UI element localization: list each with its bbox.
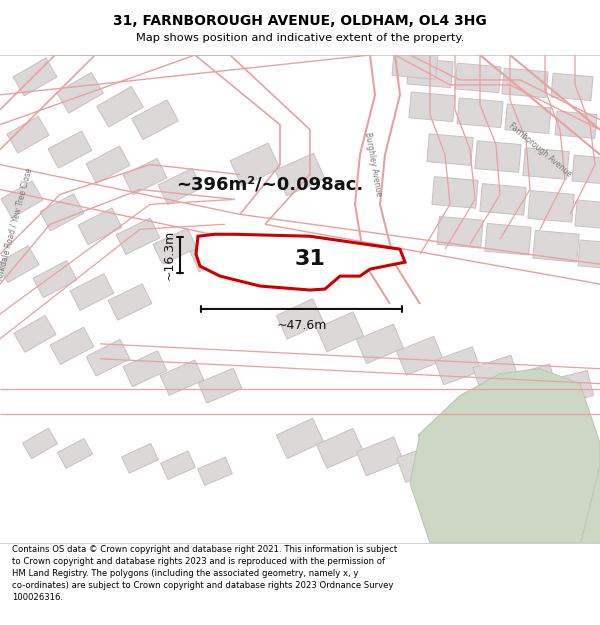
Polygon shape	[456, 429, 500, 464]
Polygon shape	[56, 72, 103, 113]
Polygon shape	[518, 466, 562, 501]
Polygon shape	[190, 236, 234, 272]
Polygon shape	[513, 364, 557, 399]
Polygon shape	[569, 452, 600, 483]
Polygon shape	[397, 336, 443, 375]
Polygon shape	[160, 360, 204, 396]
Polygon shape	[427, 134, 473, 166]
Polygon shape	[33, 261, 77, 298]
Polygon shape	[277, 418, 323, 459]
Polygon shape	[108, 284, 152, 320]
Polygon shape	[123, 158, 167, 194]
Polygon shape	[153, 228, 197, 264]
Text: Map shows position and indicative extent of the property.: Map shows position and indicative extent…	[136, 33, 464, 43]
Polygon shape	[410, 369, 600, 543]
Polygon shape	[457, 98, 503, 128]
Polygon shape	[116, 218, 160, 254]
Polygon shape	[572, 155, 600, 184]
Polygon shape	[485, 224, 531, 255]
Text: Burghley Avenue: Burghley Avenue	[363, 132, 383, 198]
Text: Yorkdale Road / Yew Tree Close: Yorkdale Road / Yew Tree Close	[0, 166, 34, 282]
Polygon shape	[473, 355, 519, 392]
Text: 31, FARNBOROUGH AVENUE, OLDHAM, OL4 3HG: 31, FARNBOROUGH AVENUE, OLDHAM, OL4 3HG	[113, 14, 487, 28]
Polygon shape	[528, 191, 574, 222]
Polygon shape	[40, 194, 84, 231]
Polygon shape	[502, 68, 548, 98]
Polygon shape	[48, 131, 92, 168]
Polygon shape	[132, 100, 178, 139]
Polygon shape	[196, 234, 405, 290]
Polygon shape	[418, 420, 462, 457]
Polygon shape	[480, 184, 526, 215]
Text: Contains OS data © Crown copyright and database right 2021. This information is : Contains OS data © Crown copyright and d…	[12, 546, 397, 602]
Polygon shape	[523, 148, 569, 179]
Text: ~47.6m: ~47.6m	[277, 319, 326, 332]
Polygon shape	[198, 368, 242, 403]
Polygon shape	[493, 436, 537, 471]
Polygon shape	[437, 216, 483, 248]
Polygon shape	[578, 240, 600, 268]
Polygon shape	[58, 439, 92, 468]
Polygon shape	[397, 444, 443, 483]
Polygon shape	[575, 200, 600, 229]
Polygon shape	[438, 452, 482, 489]
Polygon shape	[86, 146, 130, 183]
Polygon shape	[432, 177, 478, 208]
Polygon shape	[197, 458, 232, 486]
Polygon shape	[97, 86, 143, 127]
Polygon shape	[277, 299, 323, 339]
Polygon shape	[533, 231, 579, 262]
Polygon shape	[0, 246, 39, 282]
Polygon shape	[475, 141, 521, 172]
Polygon shape	[161, 451, 196, 479]
Polygon shape	[14, 316, 56, 352]
Polygon shape	[392, 51, 438, 79]
Polygon shape	[555, 111, 597, 138]
Text: Farnborough Avenue: Farnborough Avenue	[507, 121, 573, 178]
Polygon shape	[356, 437, 403, 476]
Text: ~396m²/~0.098ac.: ~396m²/~0.098ac.	[176, 176, 364, 194]
Polygon shape	[455, 63, 501, 92]
Polygon shape	[86, 339, 130, 376]
Polygon shape	[7, 116, 49, 153]
Polygon shape	[122, 444, 158, 473]
Polygon shape	[530, 444, 574, 477]
Polygon shape	[70, 274, 114, 311]
Polygon shape	[550, 371, 593, 405]
Polygon shape	[435, 347, 481, 385]
Polygon shape	[316, 429, 364, 468]
Polygon shape	[407, 58, 453, 88]
Polygon shape	[551, 73, 593, 101]
Text: ~16.3m: ~16.3m	[163, 230, 176, 280]
Polygon shape	[13, 58, 57, 96]
Polygon shape	[356, 324, 403, 364]
Polygon shape	[316, 312, 364, 352]
Polygon shape	[50, 328, 94, 364]
Polygon shape	[123, 351, 167, 387]
Text: 31: 31	[295, 249, 325, 269]
Polygon shape	[23, 428, 58, 459]
Polygon shape	[158, 168, 202, 204]
Polygon shape	[409, 92, 455, 122]
Polygon shape	[275, 153, 325, 196]
Polygon shape	[505, 104, 551, 134]
Polygon shape	[78, 208, 122, 244]
Polygon shape	[580, 463, 600, 543]
Polygon shape	[1, 181, 43, 218]
Polygon shape	[230, 143, 280, 186]
Polygon shape	[478, 459, 522, 495]
